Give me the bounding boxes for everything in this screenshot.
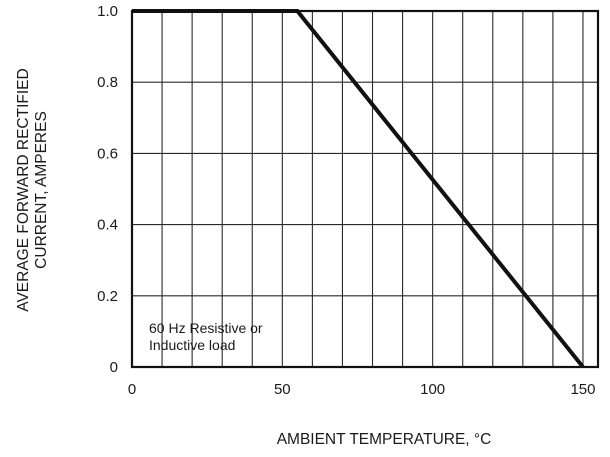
x-axis-title: AMBIENT TEMPERATURE, °C [277,431,492,448]
y-tick-labels: 0 0.2 0.4 0.6 0.8 1.0 [97,3,118,376]
y-axis-title-line-1: AVERAGE FORWARD RECTIFIED [15,68,32,311]
x-tick-labels: 0 50 100 150 [128,381,596,398]
series-layer [132,9,585,369]
x-tick-label: 50 [274,381,291,398]
load-note-line-2: Inductive load [149,337,235,353]
y-tick-label: 1.0 [97,3,118,20]
grid [132,11,598,367]
derating-curve [132,9,585,369]
x-tick-label: 150 [570,381,595,398]
load-note-line-1: 60 Hz Resistive or [149,320,263,336]
plot-frame [130,9,600,369]
y-tick-label: 0.4 [97,217,118,234]
y-axis-title-line-2: CURRENT, AMPERES [33,111,50,269]
y-tick-label: 0 [110,359,118,376]
y-tick-label: 0.2 [97,288,118,305]
x-tick-label: 0 [128,381,136,398]
x-tick-label: 100 [420,381,445,398]
y-tick-label: 0.8 [97,74,118,91]
y-tick-label: 0.6 [97,145,118,162]
